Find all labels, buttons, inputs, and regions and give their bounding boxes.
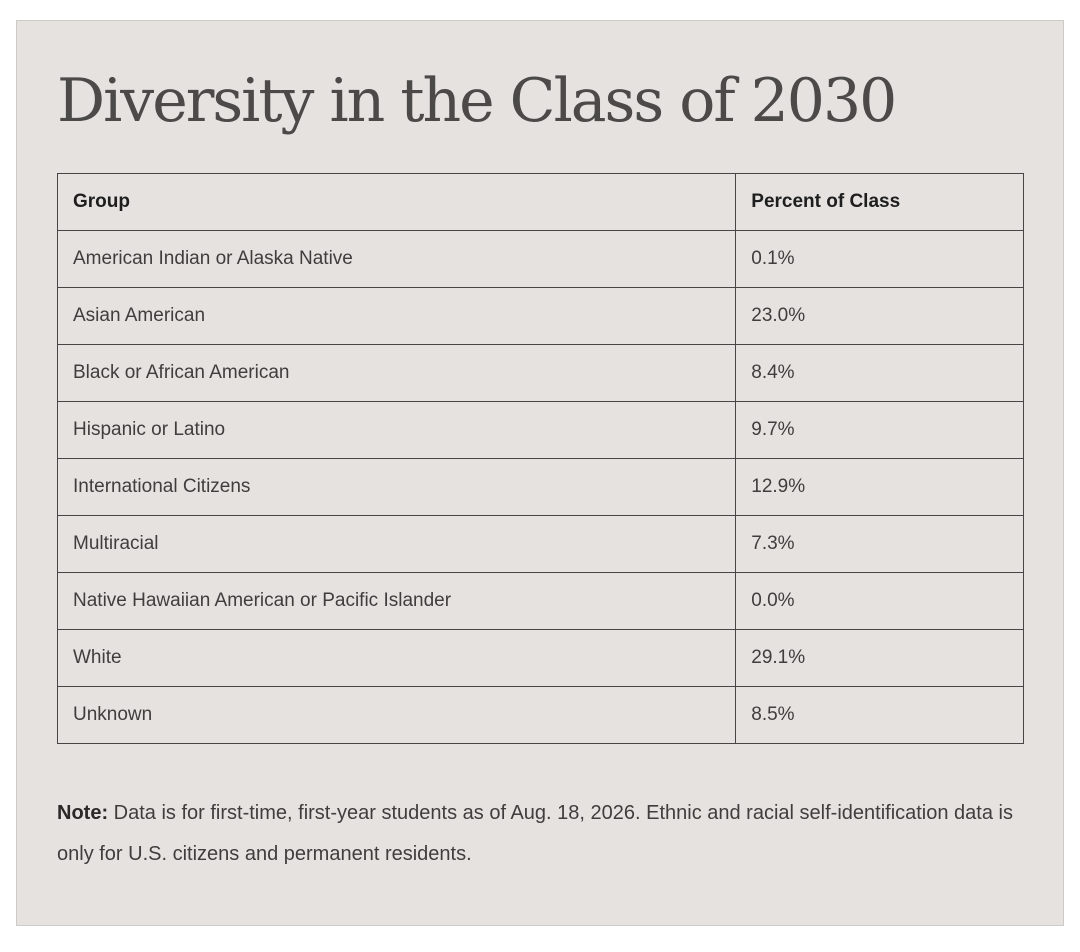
table-row: Unknown 8.5%: [56, 686, 1024, 744]
percent-cell: 8.4%: [735, 344, 1024, 402]
percent-cell: 23.0%: [735, 287, 1024, 345]
group-cell: American Indian or Alaska Native: [56, 230, 737, 288]
table-row: Hispanic or Latino 9.7%: [56, 401, 1024, 459]
column-header-group: Group: [56, 173, 737, 231]
note-text: Data is for first-time, first-year stude…: [57, 802, 1013, 865]
table-row: International Citizens 12.9%: [56, 458, 1024, 516]
percent-cell: 12.9%: [735, 458, 1024, 516]
group-cell: Multiracial: [56, 515, 737, 573]
table-row: Multiracial 7.3%: [56, 515, 1024, 573]
group-cell: Asian American: [56, 287, 737, 345]
group-cell: White: [56, 629, 737, 687]
group-cell: International Citizens: [56, 458, 737, 516]
table-header-row: Group Percent of Class: [56, 173, 1024, 231]
table-row: Asian American 23.0%: [56, 287, 1024, 345]
note-label: Note:: [57, 802, 109, 824]
group-cell: Native Hawaiian American or Pacific Isla…: [56, 572, 737, 630]
content-card: Diversity in the Class of 2030 Group Per…: [16, 20, 1064, 926]
percent-cell: 9.7%: [735, 401, 1024, 459]
table-row: Native Hawaiian American or Pacific Isla…: [56, 572, 1024, 630]
group-cell: Unknown: [56, 686, 737, 744]
percent-cell: 0.0%: [735, 572, 1024, 630]
footnote: Note: Data is for first-time, first-year…: [57, 793, 1017, 875]
group-cell: Hispanic or Latino: [56, 401, 737, 459]
page-title: Diversity in the Class of 2030: [57, 66, 897, 136]
column-header-percent: Percent of Class: [735, 173, 1024, 231]
percent-cell: 8.5%: [735, 686, 1024, 744]
table-row: American Indian or Alaska Native 0.1%: [56, 230, 1024, 288]
percent-cell: 0.1%: [735, 230, 1024, 288]
diversity-table: Group Percent of Class American Indian o…: [56, 173, 1024, 744]
table-row: White 29.1%: [56, 629, 1024, 687]
table-row: Black or African American 8.4%: [56, 344, 1024, 402]
percent-cell: 29.1%: [735, 629, 1024, 687]
percent-cell: 7.3%: [735, 515, 1024, 573]
group-cell: Black or African American: [56, 344, 737, 402]
